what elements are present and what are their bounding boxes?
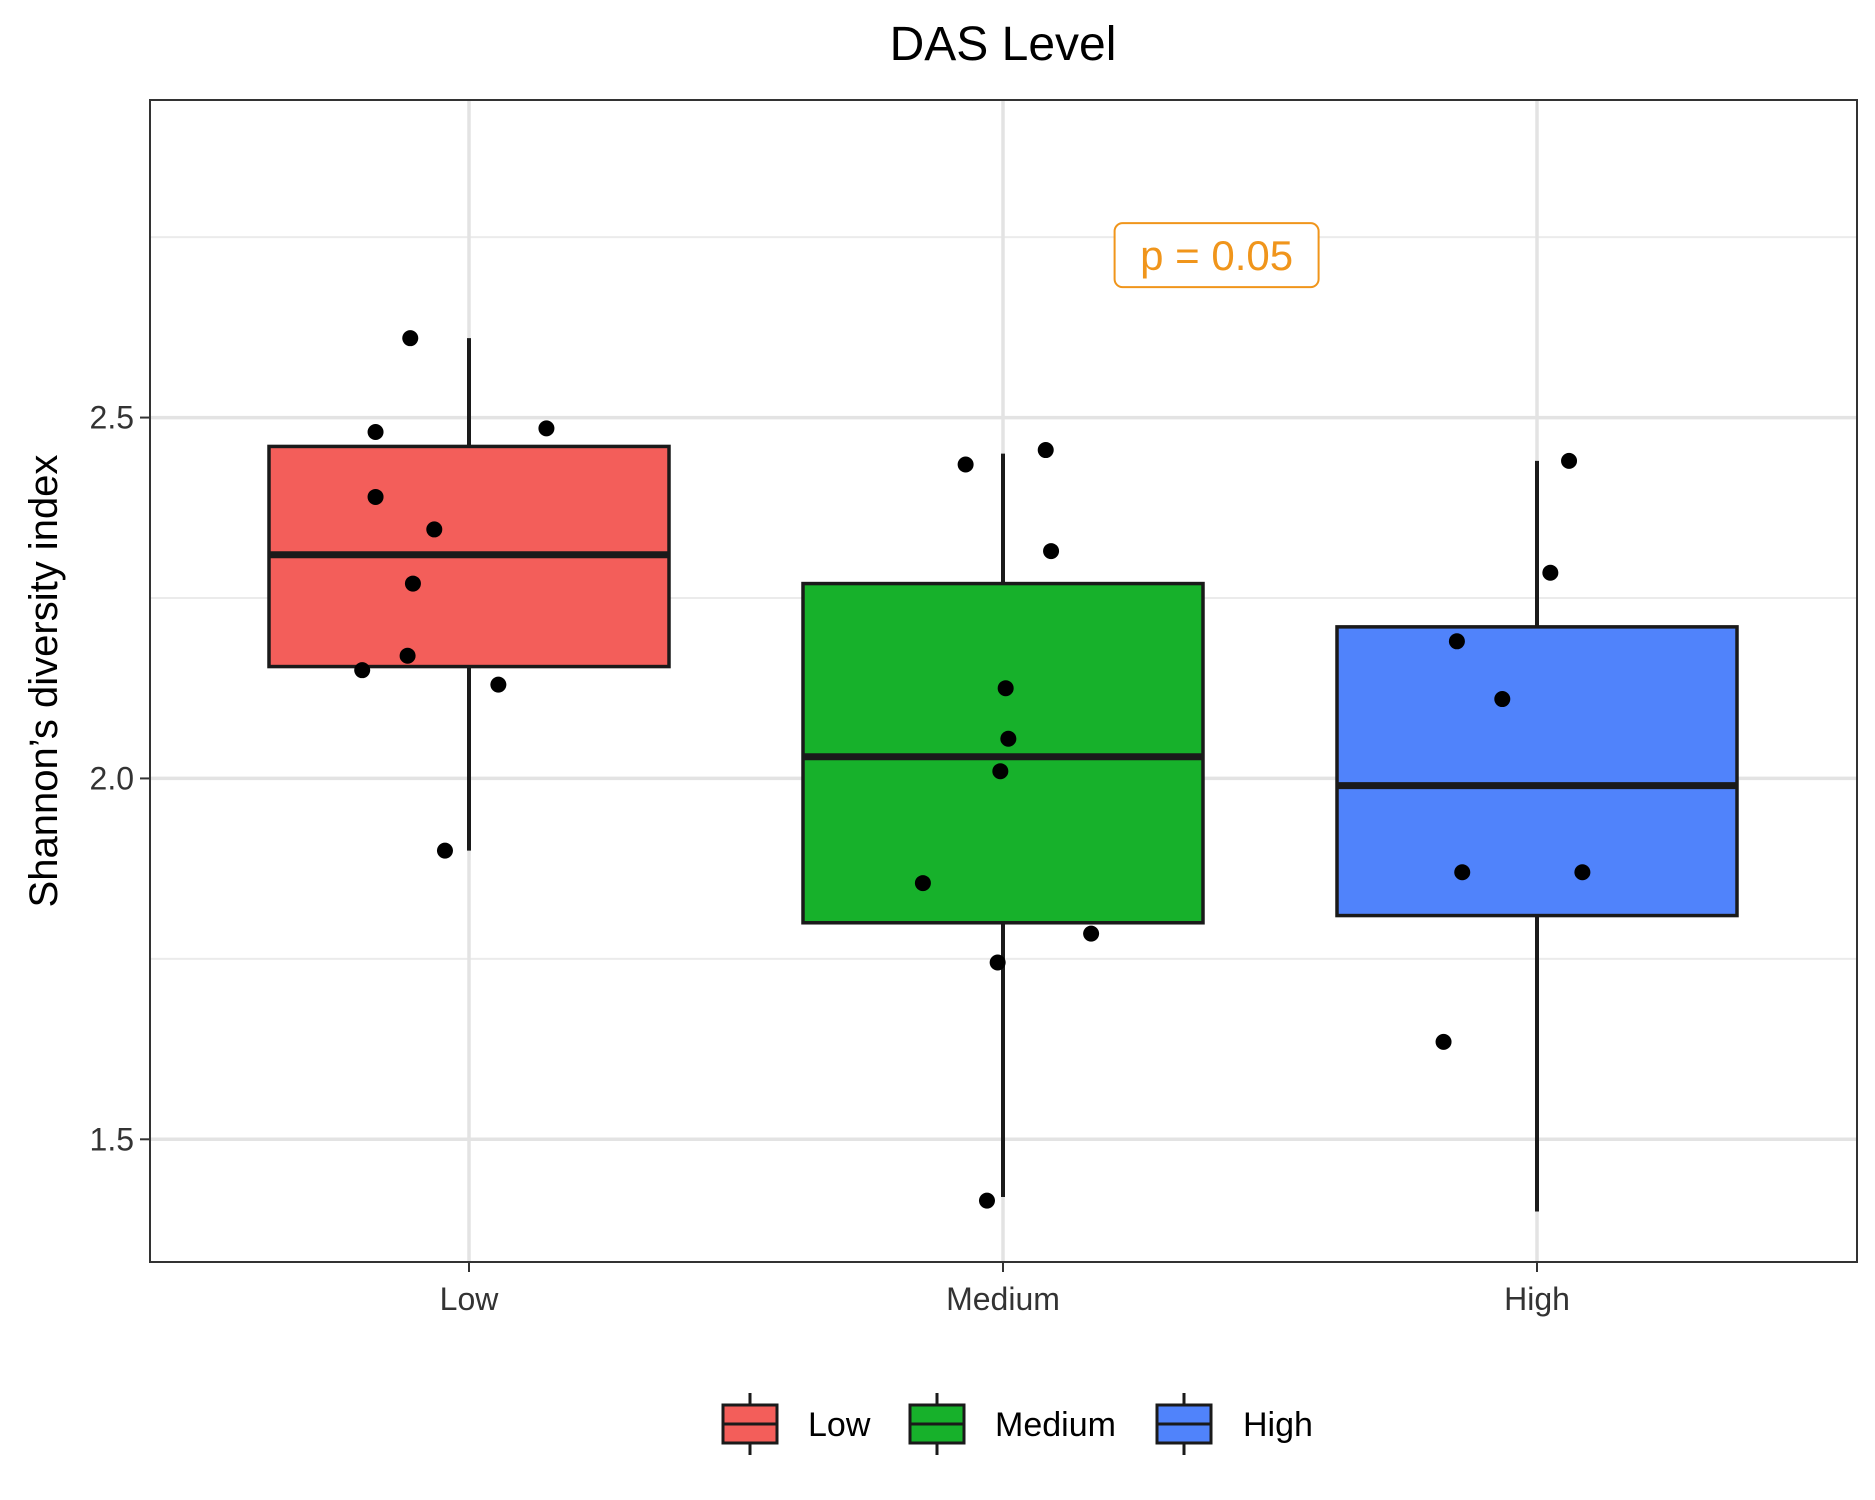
data-point-high	[1454, 864, 1471, 881]
box-medium	[801, 453, 1205, 1198]
data-point-low	[426, 521, 443, 538]
data-point-low	[367, 424, 384, 440]
y-axis-title: Shannon’s diversity index	[22, 455, 66, 908]
axes: 1.5 2.0 2.5 Low Medium High	[90, 400, 1570, 1317]
legend-item-medium: Medium	[908, 1393, 1116, 1455]
data-point-low	[402, 330, 419, 347]
p-value-annotation: p = 0.05	[1113, 222, 1320, 289]
data-point-low	[404, 575, 421, 592]
box-iqr	[801, 581, 1205, 925]
data-point-medium	[997, 680, 1014, 697]
data-point-medium	[914, 875, 931, 892]
data-point-high	[1561, 452, 1578, 469]
data-point-high	[1435, 1033, 1452, 1050]
legend-item-high: High	[1155, 1393, 1313, 1455]
data-point-medium	[957, 456, 974, 473]
data-point-low	[354, 662, 371, 679]
x-tick-label: High	[1504, 1281, 1570, 1317]
box-low	[267, 338, 671, 851]
data-point-low	[538, 420, 555, 437]
boxplots	[267, 338, 1739, 1212]
data-point-low	[490, 676, 507, 693]
data-point-medium	[989, 954, 1006, 971]
data-point-high	[1542, 564, 1559, 581]
x-tick-label: Low	[440, 1281, 500, 1317]
chart-title: DAS Level	[890, 18, 1117, 71]
data-point-low	[367, 488, 384, 505]
box-high	[1335, 460, 1739, 1212]
p-value-label-box	[1113, 222, 1320, 289]
legend-label: Medium	[995, 1406, 1116, 1444]
x-tick-label: Medium	[946, 1281, 1060, 1317]
data-points	[354, 330, 1591, 1209]
y-tick-label: 2.5	[90, 400, 134, 436]
data-point-medium	[978, 1192, 995, 1209]
y-tick-label: 2.0	[90, 760, 134, 796]
y-tick-label: 1.5	[90, 1121, 134, 1157]
legend-label: Low	[808, 1406, 871, 1444]
data-point-low	[436, 842, 453, 859]
data-point-high	[1574, 864, 1591, 881]
legend: Low Medium High	[721, 1393, 1313, 1455]
data-point-high	[1448, 633, 1465, 650]
data-point-medium	[1043, 543, 1060, 560]
data-point-medium	[1037, 442, 1054, 459]
data-point-low	[399, 647, 416, 664]
data-point-medium	[1000, 730, 1017, 747]
data-point-high	[1494, 691, 1511, 708]
data-point-medium	[1083, 925, 1100, 942]
legend-item-low: Low	[721, 1393, 871, 1455]
p-value-label: p = 0.05	[1140, 232, 1293, 279]
legend-label: High	[1243, 1406, 1313, 1444]
box-iqr	[1335, 625, 1739, 918]
data-point-medium	[992, 763, 1009, 780]
